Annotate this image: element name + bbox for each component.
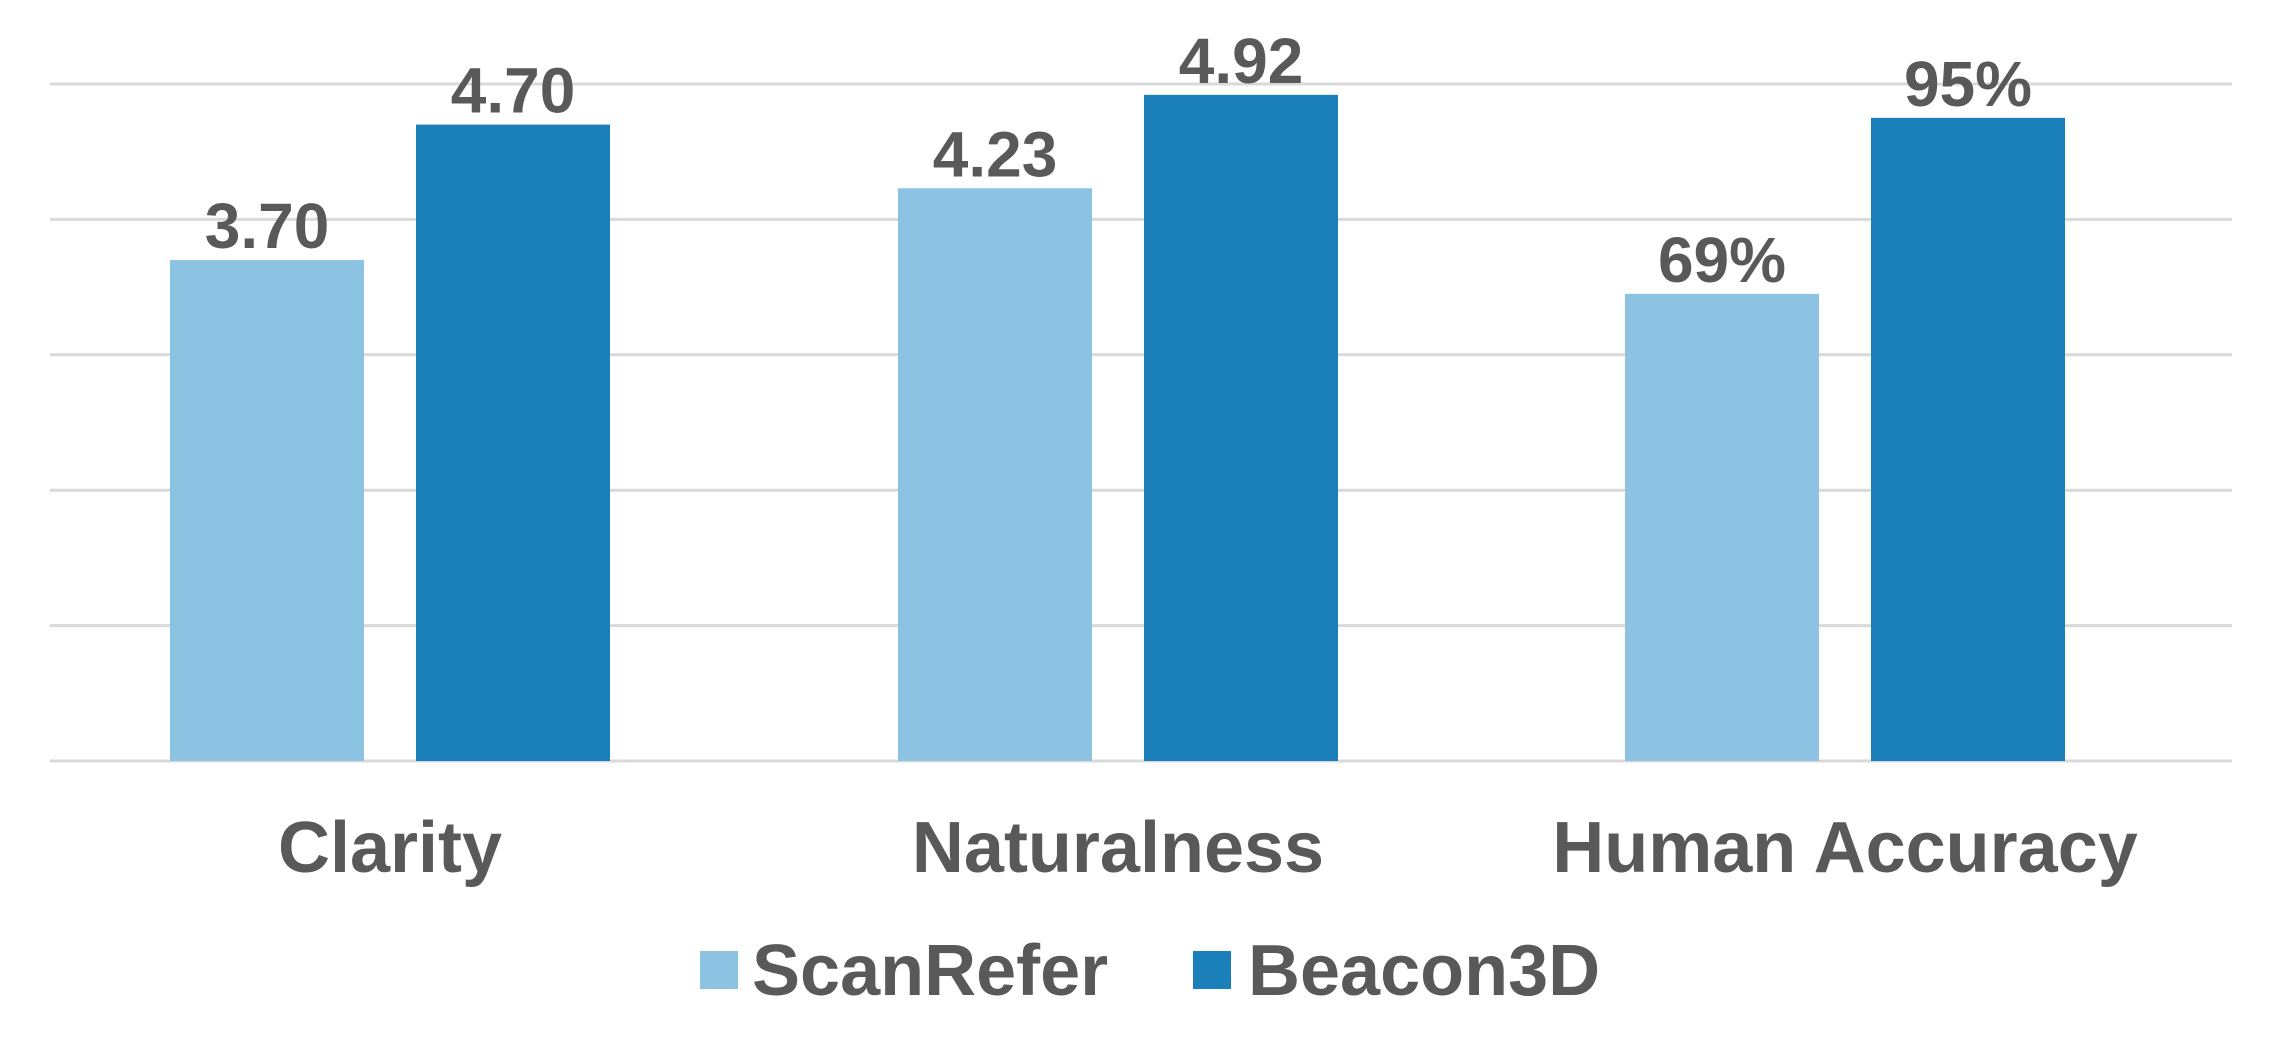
data-label: 3.70 bbox=[205, 190, 330, 262]
category-label: Naturalness bbox=[912, 808, 1324, 888]
legend-swatch-beacon3d bbox=[1193, 951, 1231, 989]
data-label: 4.70 bbox=[451, 55, 576, 127]
category-labels: Clarity Naturalness Human Accuracy bbox=[278, 808, 2138, 888]
data-label: 4.23 bbox=[933, 118, 1058, 190]
bar-scanrefer-human-accuracy bbox=[1625, 293, 1819, 761]
data-label: 4.92 bbox=[1179, 25, 1304, 97]
bar-scanrefer-naturalness bbox=[898, 188, 1092, 761]
bars bbox=[170, 94, 2065, 762]
value-labels: 3.70 4.70 4.23 4.92 69% 95% bbox=[205, 25, 2032, 296]
bar-beacon3d-human-accuracy bbox=[1871, 117, 2065, 762]
gridlines bbox=[50, 82, 2232, 763]
legend-swatch-scanrefer bbox=[700, 951, 738, 989]
legend-label-beacon3d: Beacon3D bbox=[1248, 931, 1600, 1011]
category-label: Clarity bbox=[278, 808, 502, 888]
bar-beacon3d-naturalness bbox=[1144, 94, 1338, 761]
category-label: Human Accuracy bbox=[1552, 808, 2138, 888]
legend-label-scanrefer: ScanRefer bbox=[752, 931, 1108, 1011]
legend: ScanRefer Beacon3D bbox=[700, 931, 1600, 1011]
data-label: 69% bbox=[1658, 224, 1786, 296]
bar-beacon3d-clarity bbox=[416, 124, 610, 762]
data-label: 95% bbox=[1904, 48, 2032, 120]
bar-scanrefer-clarity bbox=[170, 260, 364, 761]
